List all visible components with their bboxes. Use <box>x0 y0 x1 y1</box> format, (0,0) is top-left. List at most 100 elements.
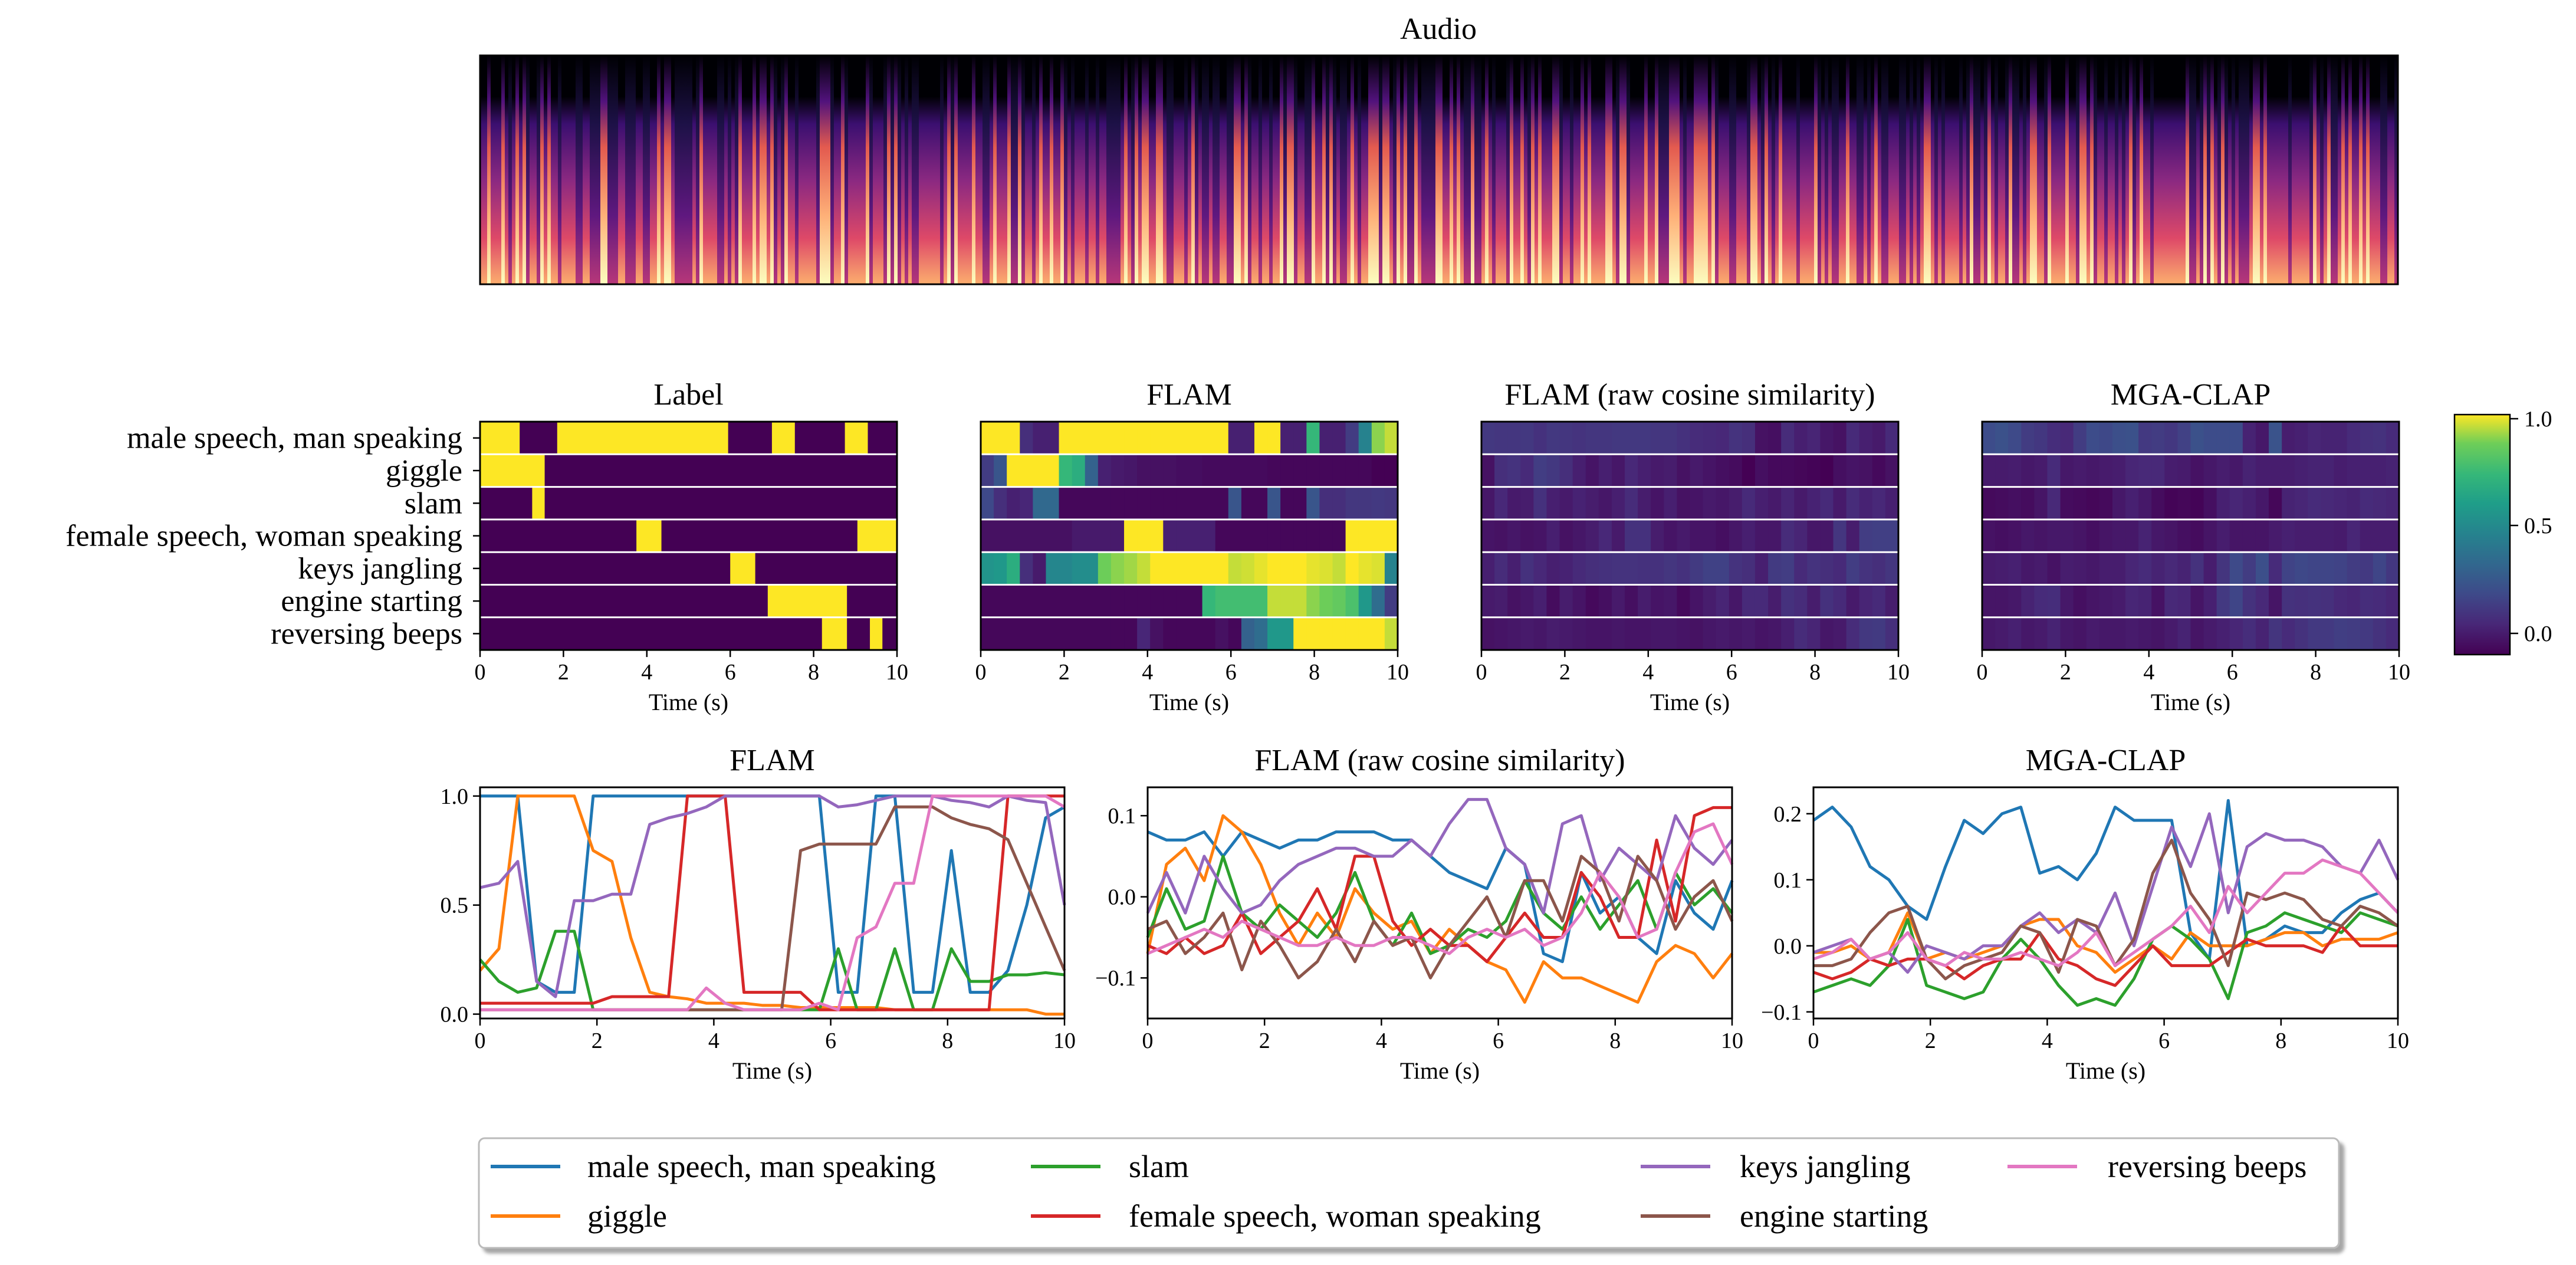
heatmap-cell <box>2282 454 2295 487</box>
heatmap-cell <box>1507 617 1521 650</box>
spectrogram-column <box>1598 55 1602 284</box>
spectrogram-column <box>2320 55 2324 284</box>
heatmap-panel: Label 0 2 4 6 8 10 Time (s) male speech, man spe… <box>65 378 908 715</box>
spectrogram-column <box>2058 55 2062 284</box>
heatmap-cell <box>2164 584 2179 617</box>
heatmap-cell <box>1572 584 1586 617</box>
spectrogram-column <box>1711 55 1715 284</box>
heatmap-cell <box>1020 617 1033 650</box>
heatmap-cell <box>1241 487 1255 520</box>
spectrogram-column <box>2140 55 2143 284</box>
series-line <box>1813 812 2400 974</box>
spectrogram-column <box>1573 55 1577 284</box>
spectrogram-column <box>2221 55 2225 284</box>
heatmap-cell <box>1859 422 1873 455</box>
spectrogram-column <box>1789 55 1793 284</box>
heatmap-cell <box>1677 454 1691 487</box>
spectrogram-column <box>2016 55 2019 284</box>
heatmap-cell <box>2282 617 2295 650</box>
heatmap-cell <box>1267 552 1281 585</box>
spectrogram-column <box>653 55 657 284</box>
spectrogram-column <box>1113 55 1117 284</box>
spectrogram-column <box>1814 55 1818 284</box>
spectrogram-column <box>1099 55 1103 284</box>
spectrogram-column <box>763 55 767 284</box>
spectrogram-column <box>569 55 572 284</box>
spectrogram-column <box>1135 55 1138 284</box>
heatmap-cell <box>2295 422 2308 455</box>
heatmap-cell <box>2138 487 2152 520</box>
heatmap-cell <box>2255 552 2269 585</box>
heatmap-cell <box>2138 422 2152 455</box>
spectrogram-column <box>1768 55 1772 284</box>
heatmap-cell <box>1228 617 1242 650</box>
spectrogram-column <box>2345 55 2348 284</box>
heatmap-cell <box>2164 487 2179 520</box>
heatmap-cell <box>1859 519 1873 553</box>
heatmap-cell <box>1267 519 1281 553</box>
spectrogram-column <box>2210 55 2214 284</box>
heatmap-cell <box>1241 519 1255 553</box>
spectrogram-column <box>2288 55 2292 284</box>
heatmap-cell <box>1137 519 1151 553</box>
x-axis-label: Time (s) <box>2066 1057 2145 1084</box>
spectrogram-column <box>1910 55 1913 284</box>
heatmap-cell <box>1794 454 1808 487</box>
heatmap-cell <box>1267 454 1281 487</box>
heatmap-cell <box>1059 422 1073 455</box>
heatmap-cell <box>1820 422 1834 455</box>
spectrogram-column <box>480 55 484 284</box>
heatmap-cell <box>1072 454 1086 487</box>
heatmap-cell <box>1768 422 1782 455</box>
heatmap-cell <box>1559 617 1573 650</box>
heatmap-cell <box>2164 617 2179 650</box>
heatmap-cell <box>2073 617 2087 650</box>
heatmap-cell <box>1033 552 1047 585</box>
heatmap-cell <box>2125 584 2139 617</box>
spectrogram-column <box>1991 55 1995 284</box>
spectrogram-column <box>1506 55 1510 284</box>
heatmap-cell <box>1267 584 1281 617</box>
colorbar: 1.0 0.5 0.0 <box>2453 407 2552 656</box>
spectrogram-column <box>1308 55 1312 284</box>
heatmap-cell <box>1085 519 1099 553</box>
line-chart-title: FLAM (raw cosine similarity) <box>1254 744 1625 777</box>
heatmap-cell <box>2190 584 2204 617</box>
heatmap-cell <box>1885 584 1899 617</box>
heatmap-cell <box>1124 584 1138 617</box>
heatmap-cell <box>2060 454 2074 487</box>
spectrogram-column <box>2023 55 2026 284</box>
heatmap-cell <box>1033 422 1047 455</box>
heatmap-cell <box>1481 617 1495 650</box>
heatmap-cell <box>1716 584 1730 617</box>
heatmap-cell <box>1059 617 1073 650</box>
heatmap-frame <box>1480 420 1900 651</box>
heatmap-cell <box>480 454 545 487</box>
heatmap-cell <box>2112 487 2126 520</box>
spectrogram-column <box>1984 55 1987 284</box>
heatmap-cell <box>1137 487 1151 520</box>
heatmap-cell <box>2099 584 2113 617</box>
heatmap-cell <box>981 487 994 520</box>
heatmap-cell <box>2295 552 2308 585</box>
heatmap-cell <box>1781 422 1795 455</box>
heatmap-cell <box>1176 552 1190 585</box>
heatmap-cell <box>2255 584 2269 617</box>
heatmap-cell <box>2021 584 2035 617</box>
heatmap-cell <box>2073 519 2087 553</box>
heatmap-cell <box>557 422 728 455</box>
spectrogram-column <box>1612 55 1616 284</box>
heatmap-cell <box>2099 454 2113 487</box>
spectrogram-column <box>1842 55 1846 284</box>
spectrogram-column <box>2352 55 2355 284</box>
heatmap-cell <box>1572 487 1586 520</box>
heatmap-cell <box>1046 519 1060 553</box>
spectrogram-column <box>1903 55 1906 284</box>
heatmap-cell <box>1507 454 1521 487</box>
heatmap-cell <box>1494 487 1508 520</box>
spectrogram-column <box>1549 55 1552 284</box>
spectrogram-column <box>802 55 806 284</box>
spectrogram-column <box>629 55 632 284</box>
heatmap-cell <box>1625 552 1638 585</box>
heatmap-cell <box>1833 584 1847 617</box>
